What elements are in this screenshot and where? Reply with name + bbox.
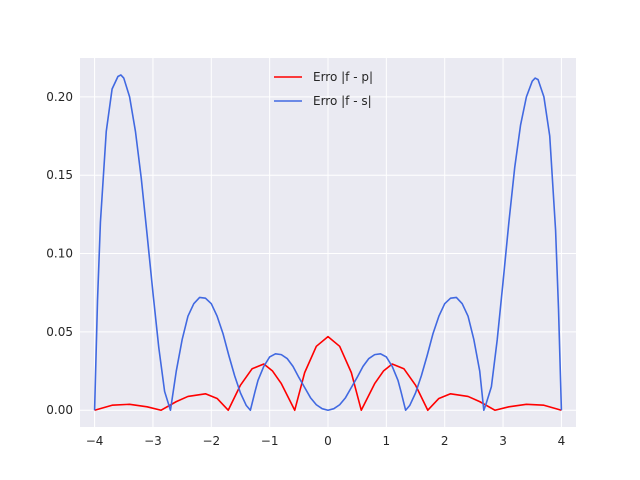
x-tick-label: −2 (202, 434, 220, 448)
series-line-1 (93, 74, 563, 412)
series-layer (93, 74, 563, 412)
series-line-0 (94, 335, 562, 412)
x-tick-label: −4 (86, 434, 104, 448)
x-tick-label: 0 (324, 434, 332, 448)
y-tick-label: 0.05 (46, 325, 73, 339)
grid-lines (80, 58, 576, 427)
y-tick-label: 0.20 (46, 90, 73, 104)
y-axis: 0.00 0.05 0.10 0.15 0.20 (46, 90, 73, 417)
x-tick-label: −3 (144, 434, 162, 448)
y-tick-label: 0.00 (46, 403, 73, 417)
legend-label-1: Erro |f - s| (313, 94, 372, 108)
x-tick-label: 3 (499, 434, 507, 448)
y-tick-label: 0.10 (46, 247, 73, 261)
x-tick-label: −1 (261, 434, 279, 448)
x-tick-label: 4 (558, 434, 566, 448)
legend: Erro |f - p| Erro |f - s| (274, 70, 373, 108)
x-tick-label: 1 (383, 434, 391, 448)
y-tick-label: 0.15 (46, 168, 73, 182)
x-axis: −4 −3 −2 −1 0 1 2 3 4 (86, 434, 565, 448)
legend-label-0: Erro |f - p| (313, 70, 373, 84)
x-tick-label: 2 (441, 434, 449, 448)
